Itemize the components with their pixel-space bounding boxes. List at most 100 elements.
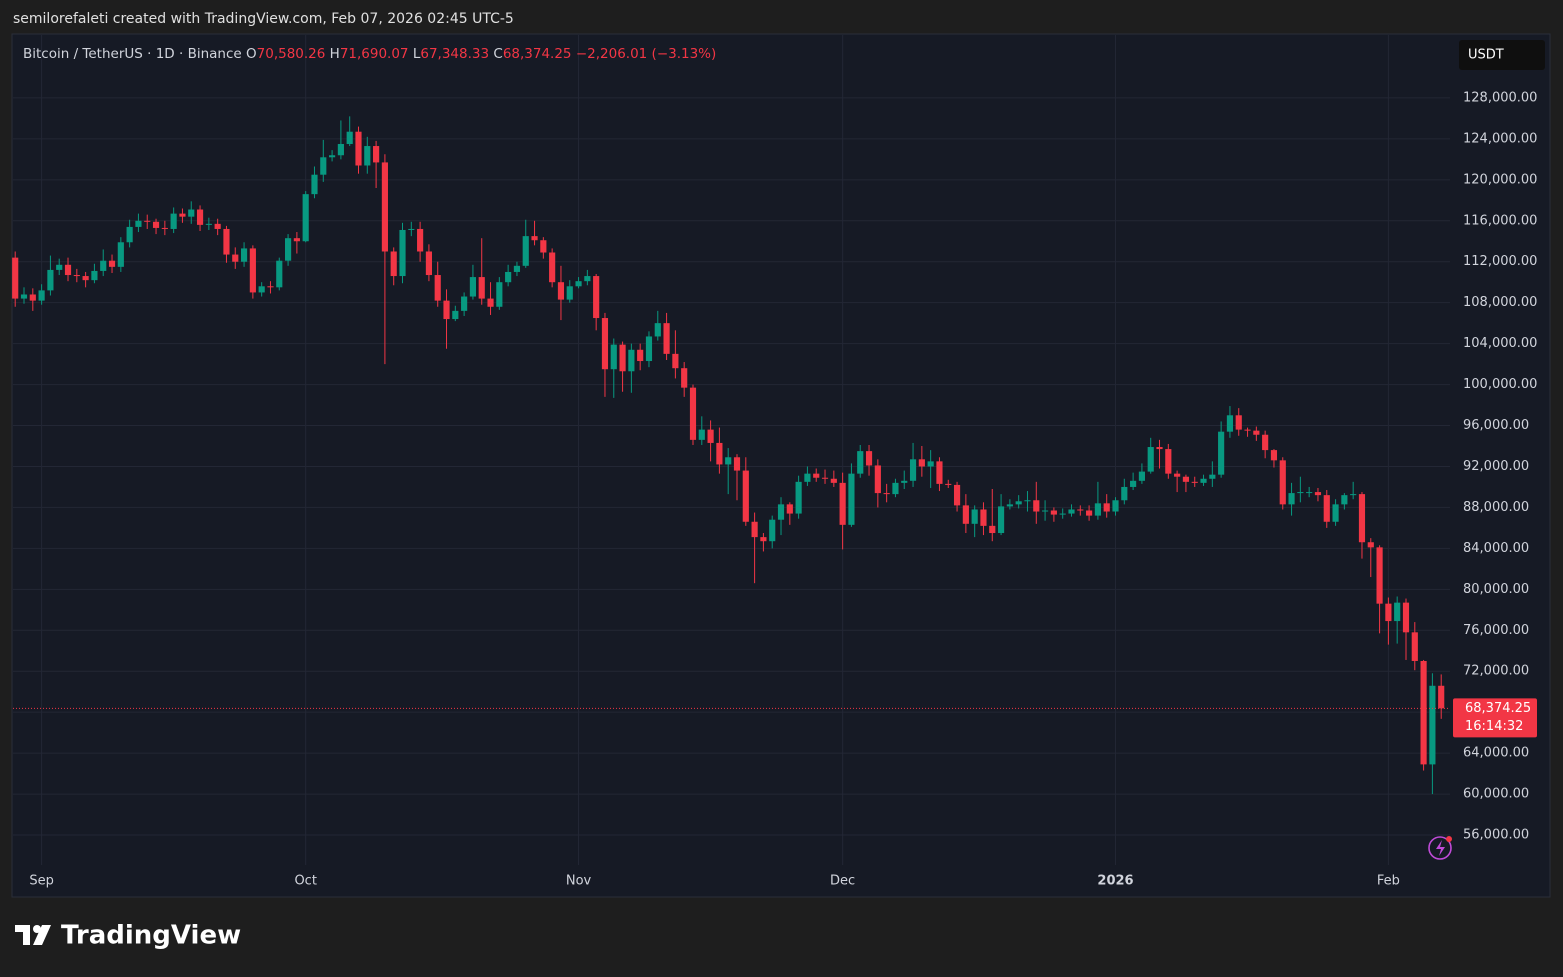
- candle-body: [593, 276, 600, 319]
- candle-body: [637, 349, 644, 362]
- candle-body: [1341, 495, 1348, 505]
- candle-body: [496, 282, 503, 307]
- legend-key: O: [246, 46, 257, 62]
- candle-body: [373, 146, 380, 163]
- logo: [15, 925, 51, 945]
- legend-key: L: [413, 46, 421, 62]
- candle-body: [390, 251, 397, 277]
- candle-body: [707, 429, 714, 443]
- countdown: 16:14:32: [1465, 719, 1523, 734]
- candle-body: [1288, 493, 1295, 505]
- x-tick-label: Oct: [294, 874, 316, 889]
- candle-body: [1042, 510, 1049, 512]
- candle-body: [1226, 415, 1234, 432]
- candle-body: [1015, 501, 1022, 505]
- candle-body: [733, 457, 741, 471]
- y-tick-label: 120,000.00: [1463, 172, 1537, 187]
- candle-body: [945, 483, 952, 485]
- candle-body: [1429, 685, 1436, 765]
- candle-body: [892, 482, 899, 495]
- y-tick-label: 100,000.00: [1463, 377, 1537, 392]
- y-tick-label: 88,000.00: [1463, 500, 1529, 515]
- x-tick-label: Sep: [29, 874, 54, 889]
- x-tick-label: Dec: [830, 874, 855, 889]
- currency-box[interactable]: [1459, 40, 1545, 70]
- candle-body: [1182, 476, 1190, 482]
- candle-body: [1130, 480, 1137, 487]
- candle-body: [584, 276, 591, 282]
- candle-body: [1297, 492, 1304, 494]
- candle-body: [452, 310, 459, 320]
- y-tick-label: 112,000.00: [1463, 254, 1537, 269]
- candle-body: [1270, 450, 1278, 461]
- y-tick-label: 80,000.00: [1463, 582, 1529, 597]
- candle-body: [672, 353, 679, 369]
- candle-body: [1306, 492, 1313, 494]
- candle-body: [1411, 632, 1418, 661]
- candle-body: [1086, 510, 1093, 516]
- candle-body: [557, 282, 565, 300]
- candle-body: [619, 344, 626, 372]
- candle-body: [240, 248, 248, 262]
- candle-body: [126, 226, 133, 243]
- candle-body: [716, 442, 723, 465]
- candle-body: [1033, 500, 1040, 512]
- candle-body: [883, 493, 890, 495]
- candle-body: [786, 504, 793, 514]
- candle-body: [469, 277, 477, 297]
- candle-body: [1200, 478, 1207, 483]
- candle-body: [355, 131, 362, 166]
- candle-body: [1244, 429, 1251, 431]
- candle-body: [601, 318, 609, 370]
- candle-body: [161, 227, 168, 229]
- candle-body: [1358, 494, 1366, 543]
- candle-body: [38, 290, 45, 301]
- candle-body: [152, 221, 160, 228]
- y-tick-label: 124,000.00: [1463, 131, 1537, 146]
- y-tick-label: 76,000.00: [1463, 623, 1529, 638]
- candle-body: [1279, 460, 1286, 505]
- candle-body: [223, 228, 230, 255]
- candle-body: [12, 257, 19, 299]
- candle-body: [865, 451, 873, 466]
- candle-body: [795, 481, 802, 514]
- candle-body: [663, 323, 670, 354]
- candle-body: [821, 477, 829, 479]
- candle-body: [1218, 431, 1225, 475]
- candle-body: [179, 213, 186, 217]
- candle-body: [566, 286, 573, 300]
- watermark: TradingView: [61, 921, 241, 951]
- legend-change: −2,206.01 (−3.13%): [576, 46, 716, 62]
- candle-body: [1402, 602, 1410, 633]
- y-tick-label: 84,000.00: [1463, 541, 1529, 556]
- candle-body: [346, 131, 353, 144]
- candle-body: [461, 296, 468, 311]
- candle-body: [830, 478, 837, 483]
- candle-body: [909, 459, 917, 481]
- legend-value: 67,348.33: [420, 46, 489, 62]
- candle-body: [1156, 447, 1163, 450]
- candle-body: [434, 275, 441, 301]
- alert-icon[interactable]: [1428, 836, 1452, 860]
- candle-body: [839, 482, 846, 525]
- candle-body: [742, 470, 749, 522]
- candle-body: [777, 504, 785, 520]
- candle-body: [284, 238, 292, 261]
- candle-body: [971, 509, 978, 524]
- candle-body: [205, 223, 212, 225]
- attribution: semilorefaleti created with TradingView.…: [13, 11, 514, 27]
- x-tick-label: Nov: [566, 874, 592, 889]
- legend-value: 71,690.07: [340, 46, 409, 62]
- candle-body: [144, 220, 151, 222]
- candle-body: [1420, 660, 1427, 765]
- candle-body: [1094, 503, 1101, 516]
- candle-body: [135, 220, 142, 227]
- candle-body: [1077, 509, 1084, 511]
- candle-body: [505, 271, 512, 283]
- x-tick-label: 2026: [1097, 874, 1133, 889]
- currency[interactable]: USDT: [1468, 48, 1504, 63]
- candle-body: [399, 229, 406, 277]
- candle-body: [549, 252, 556, 283]
- candle-body: [214, 223, 221, 229]
